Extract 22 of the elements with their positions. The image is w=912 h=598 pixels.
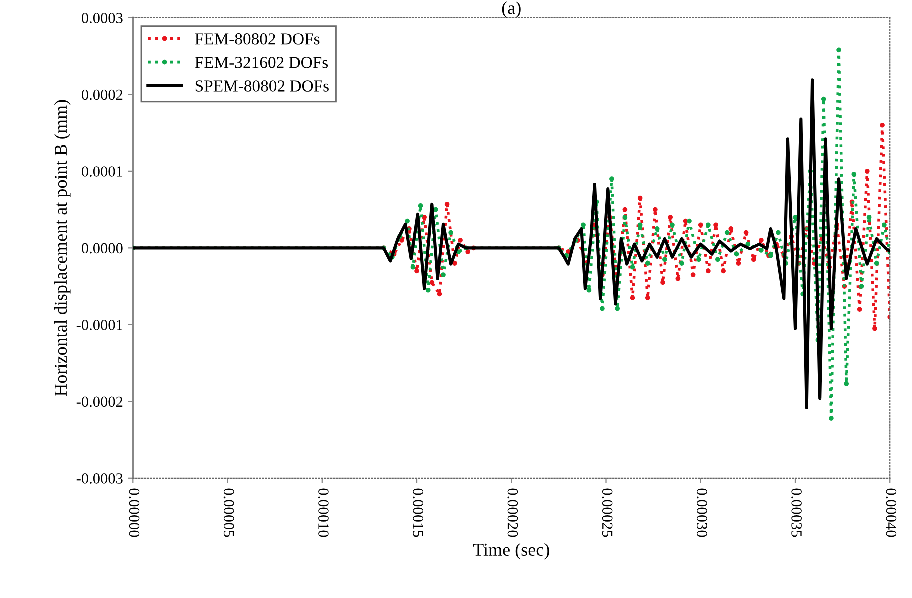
y-axis-title: Horizontal displacement at point B (mm) <box>54 100 71 396</box>
x-tick-label: 0.00000 <box>129 488 140 538</box>
legend-label: FEM-80802 DOFs <box>195 34 320 45</box>
x-tick-label: 0.00005 <box>224 488 234 538</box>
legend-label: FEM-321602 DOFs <box>195 57 328 68</box>
x-tick-label: 0.00035 <box>792 488 802 538</box>
x-tick-label: 0.00040 <box>886 488 897 538</box>
y-tick-label: 0.0003 <box>82 13 123 24</box>
y-tick-label: -0.0002 <box>76 396 123 408</box>
y-tick-label: 0.0000 <box>82 243 123 254</box>
x-axis-title: Time (sec) <box>473 543 550 560</box>
x-tick-label: 0.00020 <box>508 488 518 538</box>
x-tick-label: 0.00030 <box>696 488 708 538</box>
y-tick-label: 0.0002 <box>82 90 123 100</box>
x-tick-label: 0.00010 <box>318 488 329 538</box>
y-tick-label: 0.0001 <box>82 166 123 177</box>
x-tick-label: 0.00025 <box>602 488 613 538</box>
x-tick-label: 0.00015 <box>413 488 424 538</box>
y-tick-label: -0.0001 <box>76 320 123 330</box>
y-tick-label: -0.0003 <box>76 474 123 484</box>
legend-label: SPEM-80802 DOFs <box>196 80 329 92</box>
chart-title: (a) <box>502 2 521 18</box>
